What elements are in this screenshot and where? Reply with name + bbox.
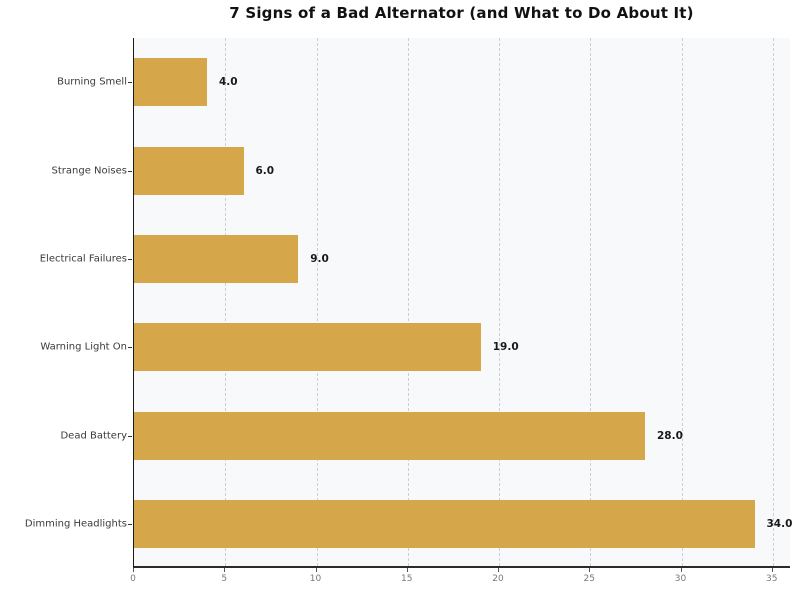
gridline <box>225 38 227 566</box>
gridline <box>590 38 592 566</box>
y-axis-tick-mark <box>128 435 132 437</box>
category-label: Dead Battery <box>60 430 127 441</box>
y-axis-tick-mark <box>128 258 132 260</box>
x-axis-tick-mark <box>224 568 226 572</box>
x-axis-tick-label: 35 <box>766 574 778 584</box>
y-axis-tick-mark <box>128 82 132 84</box>
bar <box>134 234 299 283</box>
y-axis-tick-mark <box>128 170 132 172</box>
bar <box>134 499 755 548</box>
bar <box>134 58 207 107</box>
bar <box>134 323 481 372</box>
bar <box>134 146 244 195</box>
plot-area: 4.0 6.0 9.0 19.0 28.0 34.0 <box>133 38 793 568</box>
category-label: Strange Noises <box>51 165 127 176</box>
x-axis-tick-mark <box>771 568 773 572</box>
bar-value-label: 34.0 <box>766 517 793 530</box>
category-label: Electrical Failures <box>39 253 127 265</box>
x-axis-tick-label: 10 <box>309 574 322 584</box>
x-axis-tick-label: 15 <box>401 574 413 584</box>
x-axis-tick-label: 5 <box>221 574 228 584</box>
x-axis-tick-mark <box>589 568 591 572</box>
y-axis-tick-mark <box>128 347 132 349</box>
category-label: Dimming Headlights <box>24 518 127 530</box>
bar-value-label: 6.0 <box>255 164 275 177</box>
gridline <box>316 38 318 566</box>
bar-value-label: 19.0 <box>492 341 519 354</box>
x-axis-tick-label: 20 <box>492 574 504 584</box>
category-label: Warning Light On <box>40 341 127 353</box>
x-axis-tick-label: 0 <box>130 574 136 584</box>
x-axis-tick-mark <box>498 568 499 572</box>
x-axis-tick-label: 30 <box>674 574 687 584</box>
x-axis-tick-label: 25 <box>583 574 595 584</box>
bar-value-label: 9.0 <box>310 252 329 265</box>
bar <box>134 411 645 460</box>
category-label: Burning Smell <box>57 76 127 88</box>
x-axis-tick-mark <box>315 568 317 572</box>
x-axis-tick-mark <box>680 568 682 572</box>
bar-value-label: 28.0 <box>657 429 683 442</box>
chart-title: 7 Signs of a Bad Alternator (and What to… <box>229 4 694 22</box>
bar-value-label: 4.0 <box>219 76 238 89</box>
x-axis-tick-mark <box>406 568 408 572</box>
gridline <box>681 38 683 566</box>
gridline <box>499 38 500 566</box>
gridline <box>772 38 774 566</box>
y-axis-tick-mark <box>128 523 132 525</box>
x-axis-tick-mark <box>133 568 134 572</box>
gridline <box>407 38 409 566</box>
